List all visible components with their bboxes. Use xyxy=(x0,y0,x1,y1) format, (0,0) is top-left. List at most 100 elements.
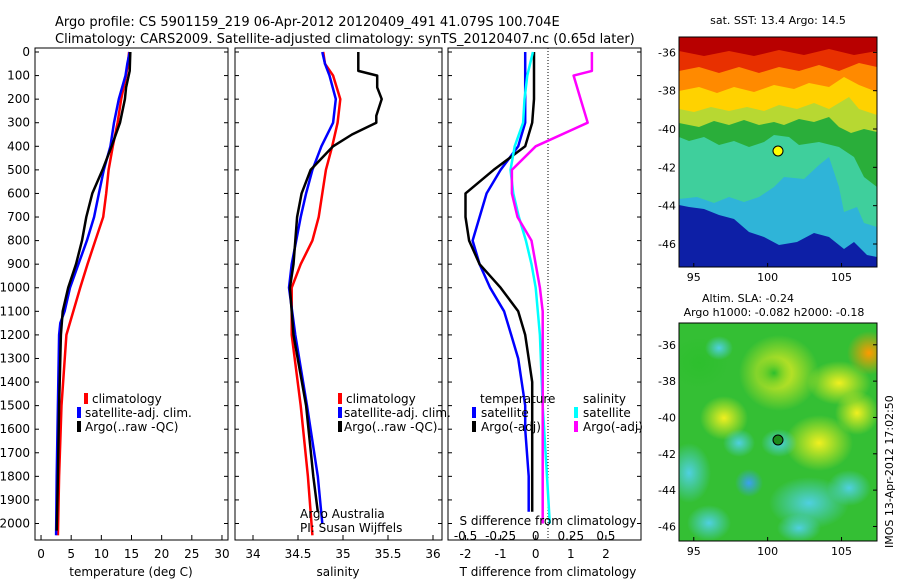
sst-map-ytick-label: -36 xyxy=(658,46,676,59)
legend-swatch-satellite-adj xyxy=(338,407,342,418)
depth-tick-label: 1800 xyxy=(0,469,30,483)
legend-label-climatology: climatology xyxy=(92,392,162,406)
sla-map-frame xyxy=(678,322,878,542)
salinity-series-climatology xyxy=(290,51,342,536)
difference-xlabel-top: S difference from climatology xyxy=(460,514,637,528)
sst-map-ytick-label: -44 xyxy=(658,200,676,213)
difference-legend: temperature satellite Argo(-adj) salinit… xyxy=(472,392,643,434)
legend-swatch-sal-satellite xyxy=(574,407,578,418)
depth-tick-label: 200 xyxy=(7,92,30,106)
temperature-legend: climatology satellite-adj. clim. Argo(..… xyxy=(77,392,192,434)
salinity-xtick-label: 35 xyxy=(335,547,350,561)
difference-salinity-xtick-label: 0.5 xyxy=(596,529,615,543)
temperature-xtick-label: 0 xyxy=(37,547,45,561)
difference-xtick-label: -2 xyxy=(460,547,472,561)
sst-argo-location-marker xyxy=(772,145,784,157)
sst-map-ytick-label: -42 xyxy=(658,161,676,174)
salinity-plot-frame xyxy=(234,47,443,541)
depth-tick-label: 400 xyxy=(7,139,30,153)
sst-map-title: sat. SST: 13.4 Argo: 14.5 xyxy=(710,14,846,27)
sla-map-ytick-label: -40 xyxy=(658,411,676,424)
legend-label-temp-argo: Argo(-adj) xyxy=(481,420,541,434)
depth-tick-label: 1300 xyxy=(0,351,30,365)
depth-tick-label: 700 xyxy=(7,210,30,224)
sst-map-xtick-label: 105 xyxy=(831,271,852,284)
sla-map-ytick-label: -46 xyxy=(658,520,676,533)
temperature-xtick-label: 10 xyxy=(94,547,109,561)
depth-tick-label: 1100 xyxy=(0,304,30,318)
legend-swatch-sal-argo xyxy=(574,421,578,432)
difference-xtick-label: 2 xyxy=(602,547,610,561)
depth-tick-label: 100 xyxy=(7,69,30,83)
difference-plot-frame xyxy=(447,47,642,541)
difference-xtick-label: 0 xyxy=(532,547,540,561)
legend-swatch-temp-argo xyxy=(472,421,476,432)
sla-map: Altim. SLA: -0.24 Argo h1000: -0.082 h20… xyxy=(658,292,878,558)
difference-salinity-xtick-label: 0.25 xyxy=(557,529,584,543)
sla-map-ytick-label: -36 xyxy=(658,339,676,352)
temperature-xtick-label: 5 xyxy=(67,547,75,561)
legend-label-climatology: climatology xyxy=(346,392,416,406)
legend-swatch-argo-raw xyxy=(77,421,81,432)
legend-swatch-satellite-adj xyxy=(77,407,81,418)
sla-map-title-line-1: Altim. SLA: -0.24 xyxy=(702,292,794,305)
legend-label-sal-satellite: satellite xyxy=(583,406,631,420)
sla-map-xtick-label: 105 xyxy=(831,545,852,558)
sst-map: sat. SST: 13.4 Argo: 14.5 -36 -38 -40 -42 -4… xyxy=(658,14,878,284)
depth-tick-label: 0 xyxy=(22,45,30,59)
sla-map-title-line-2: Argo h1000: -0.082 h2000: -0.18 xyxy=(684,306,865,319)
temperature-series-climatology xyxy=(56,51,131,536)
temperature-xtick-label: 20 xyxy=(154,547,169,561)
difference-xtick-label: -1 xyxy=(495,547,507,561)
difference-xtick-label: 1 xyxy=(567,547,575,561)
legend-label-argo-raw: Argo(..raw -QC) xyxy=(85,420,178,434)
salinity-series-satellite-adj-clim xyxy=(287,51,338,524)
legend-title-salinity: salinity xyxy=(583,392,626,406)
difference-salinity-xtick-label: 0 xyxy=(532,529,540,543)
legend-swatch-climatology xyxy=(338,393,342,404)
legend-label-satellite-adj: satellite-adj. clim. xyxy=(344,406,451,420)
header-line-1: Argo profile: CS 5901159_219 06-Apr-2012… xyxy=(55,15,560,30)
depth-tick-label: 900 xyxy=(7,257,30,271)
salinity-xtick-label: 36 xyxy=(425,547,440,561)
difference-xlabel: T difference from climatology xyxy=(459,565,637,579)
temperature-plot-frame xyxy=(34,47,229,541)
sst-map-ytick-label: -46 xyxy=(658,238,676,251)
legend-swatch-argo-raw xyxy=(338,421,342,432)
salinity-xtick-label: 34.5 xyxy=(285,547,312,561)
depth-tick-label: 800 xyxy=(7,234,30,248)
sst-map-xtick-label: 100 xyxy=(757,271,778,284)
temperature-series-argo-raw-qc xyxy=(55,51,132,531)
temperature-xlabel: temperature (deg C) xyxy=(69,565,192,579)
legend-swatch-temp-satellite xyxy=(472,407,476,418)
difference-series-salinity-argo-adj xyxy=(510,52,594,524)
annotation-pi-name: PI: Susan Wijffels xyxy=(300,521,402,535)
salinity-series-argo-raw-qc xyxy=(288,52,383,512)
legend-title-temperature: temperature xyxy=(480,392,555,406)
depth-tick-label: 300 xyxy=(7,116,30,130)
depth-tick-label: 1500 xyxy=(0,399,30,413)
temperature-plot: 0100200300400500600700800900100011001200… xyxy=(0,45,230,579)
depth-tick-label: 1700 xyxy=(0,446,30,460)
depth-tick-label: 500 xyxy=(7,163,30,177)
difference-series-temperature-satellite xyxy=(471,52,530,512)
temperature-series-satellite-adj-clim xyxy=(54,51,131,536)
difference-plot: -2 -1 0 1 2 -0.5 -0.25 0 0.25 0.5 S difference f… xyxy=(447,47,643,579)
sla-map-xtick-label: 100 xyxy=(757,545,778,558)
legend-label-satellite-adj: satellite-adj. clim. xyxy=(85,406,192,420)
depth-tick-label: 1200 xyxy=(0,328,30,342)
temperature-xtick-label: 30 xyxy=(214,547,229,561)
legend-label-temp-satellite: satellite xyxy=(481,406,529,420)
depth-tick-label: 1400 xyxy=(0,375,30,389)
difference-salinity-xtick-label: -0.25 xyxy=(485,529,516,543)
salinity-legend: climatology satellite-adj. clim. Argo(..… xyxy=(338,392,451,434)
imos-watermark: IMOS 13-Apr-2012 17:02:50 xyxy=(883,395,896,548)
salinity-xtick-label: 35.5 xyxy=(375,547,402,561)
legend-swatch-climatology xyxy=(84,393,88,404)
sla-map-ytick-label: -44 xyxy=(658,484,676,497)
header-line-2: Climatology: CARS2009. Satellite-adjuste… xyxy=(55,32,635,47)
sst-map-frame xyxy=(678,36,878,268)
sla-argo-location-marker xyxy=(772,434,784,446)
depth-tick-label: 1600 xyxy=(0,422,30,436)
